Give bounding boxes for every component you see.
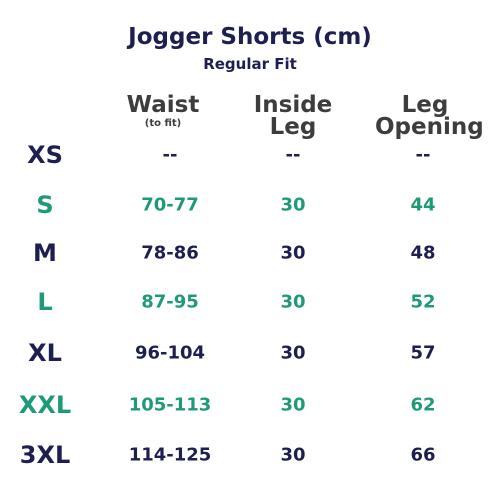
size-label: S (36, 191, 54, 219)
table-cell: 30 (280, 291, 306, 313)
table-cell: 114-125 (128, 444, 212, 466)
table-cell: 78-86 (141, 242, 199, 264)
table-cell: 48 (410, 242, 436, 264)
size-label: M (33, 239, 57, 267)
table-cell: 30 (280, 444, 306, 466)
table-cell: -- (162, 144, 178, 166)
column-note: (to fit) (144, 118, 182, 129)
table-cell: 57 (410, 342, 436, 364)
table-cell: 30 (280, 194, 306, 216)
table-cell: 30 (280, 242, 306, 264)
title: Jogger Shorts (cm) (128, 24, 372, 50)
size-label: L (37, 288, 53, 316)
table-cell: 44 (410, 194, 436, 216)
table-cell: 87-95 (141, 291, 199, 313)
table-cell: 30 (280, 394, 306, 416)
column-header: Leg Opening (375, 92, 484, 140)
column-header: Waist (126, 92, 200, 118)
size-label: 3XL (19, 441, 71, 469)
table-cell: -- (285, 144, 301, 166)
size-label: XXL (18, 391, 72, 419)
size-label: XS (27, 141, 63, 169)
size-label: XL (28, 339, 62, 367)
table-cell: 96-104 (134, 342, 206, 364)
column-header: Inside Leg (253, 92, 333, 140)
table-cell: 70-77 (141, 194, 199, 216)
table-cell: 105-113 (128, 394, 212, 416)
table-cell: -- (415, 144, 431, 166)
table-cell: 30 (280, 342, 306, 364)
table-cell: 62 (410, 394, 436, 416)
subtitle: Regular Fit (203, 55, 297, 73)
table-cell: 52 (410, 291, 436, 313)
table-cell: 66 (410, 444, 436, 466)
